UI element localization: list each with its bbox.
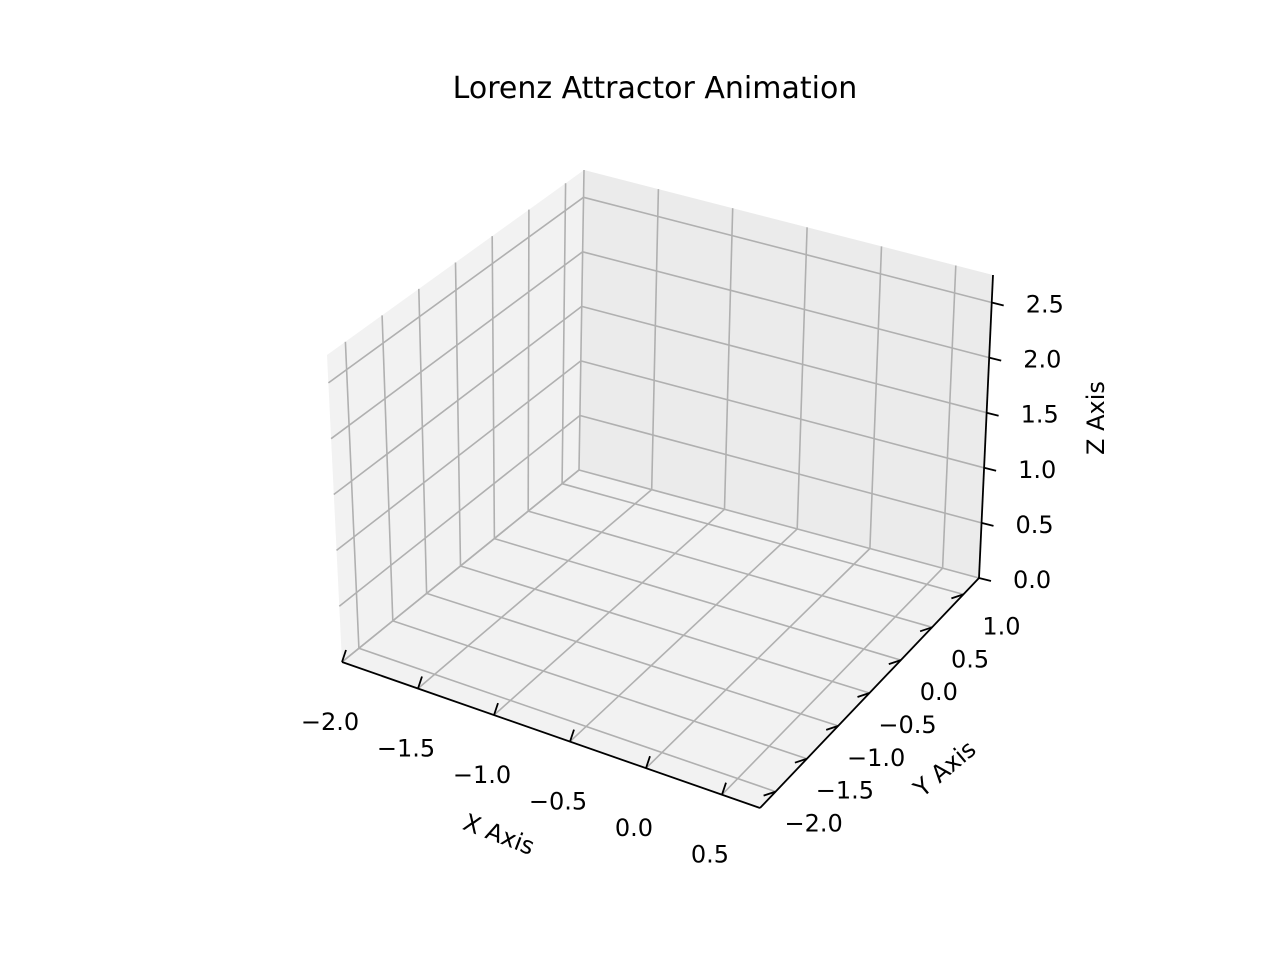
z-tick-mark <box>978 577 992 582</box>
z-grid-left <box>327 196 584 384</box>
y-tick-label: 1.0 <box>982 612 1020 640</box>
z-grid-back <box>579 414 982 524</box>
y-tick-mark <box>951 593 964 600</box>
x-tick-label: −1.5 <box>377 735 435 763</box>
y-grid-floor <box>460 565 870 694</box>
z-tick-mark <box>986 411 999 417</box>
x-tick-label: −1.0 <box>453 761 511 789</box>
tick-labels: −2.0 −1.5 −1.0 −0.5 0.0 0.5 −2.0 −1.5 −1.0 −0.5 0.… <box>301 291 1064 869</box>
z-tick-label: 0.5 <box>1016 511 1054 539</box>
z-grid-left <box>336 360 582 552</box>
z-tick-mark <box>988 356 1002 362</box>
x-tick-mark <box>341 649 347 663</box>
z-grid-left <box>330 251 584 440</box>
y-grid-floor <box>426 592 839 727</box>
z-axis-label: Z Axis <box>1082 381 1110 455</box>
z-axis-line <box>978 274 994 579</box>
y-tick-label: −1.0 <box>847 744 905 772</box>
x-tick-label: 0.5 <box>691 841 729 869</box>
y-grid-left <box>344 341 360 649</box>
x-grid-back <box>796 227 808 529</box>
y-tick-mark <box>825 725 839 731</box>
z-grid-left <box>338 414 581 607</box>
x-grid-back <box>578 169 585 471</box>
y-tick-label: −0.5 <box>878 711 936 739</box>
z-tick-mark <box>981 522 994 527</box>
z-tick-label: 1.0 <box>1018 456 1056 484</box>
y-grid-floor <box>392 620 808 760</box>
y-tick-mark <box>763 790 776 797</box>
z-grid-back <box>583 196 992 304</box>
y-tick-label: 0.0 <box>920 678 958 706</box>
x-tick-mark <box>417 676 423 689</box>
chart-title: Lorenz Attractor Animation <box>453 71 858 106</box>
y-tick-mark <box>919 626 933 633</box>
y-grid-floor <box>527 510 933 629</box>
x-axis-line <box>341 661 761 809</box>
back-pane <box>579 170 993 578</box>
z-grid-left <box>341 469 580 663</box>
y-axis-label: Y Axis <box>907 735 981 803</box>
x-tick-mark <box>645 755 651 769</box>
z-tick-label: 1.5 <box>1021 401 1059 429</box>
x-grid-back <box>650 189 660 490</box>
y-grid-floor <box>358 647 776 793</box>
y-tick-mark <box>857 692 870 698</box>
z-tick-mark <box>991 301 1004 307</box>
y-tick-label: 0.5 <box>951 645 989 673</box>
z-tick-label: 2.0 <box>1023 346 1061 374</box>
x-grid-back <box>941 265 957 569</box>
y-grid-left <box>527 209 530 512</box>
y-grid-left <box>491 236 496 539</box>
grid-lines <box>327 169 992 796</box>
y-tick-mark <box>794 757 808 764</box>
x-tick-label: 0.0 <box>615 814 653 842</box>
z-tick-label: 0.0 <box>1013 566 1051 594</box>
x-axis-label: X Axis <box>459 808 538 861</box>
z-grid-back <box>580 360 985 469</box>
axis-lines <box>341 274 1004 809</box>
y-grid-floor <box>561 482 964 596</box>
z-grid-left <box>333 305 583 496</box>
z-grid-back <box>578 469 980 579</box>
z-tick-mark <box>983 466 997 472</box>
x-tick-mark <box>493 702 499 716</box>
y-grid-left <box>381 315 394 621</box>
y-grid-floor <box>494 537 902 661</box>
x-tick-mark <box>569 729 575 742</box>
y-tick-label: −1.5 <box>816 777 874 805</box>
left-pane <box>327 170 584 662</box>
x-tick-label: −0.5 <box>529 788 587 816</box>
x-tick-mark <box>721 782 727 795</box>
y-grid-left <box>454 262 462 567</box>
y-grid-left <box>418 288 428 594</box>
x-grid-back <box>723 208 734 510</box>
z-tick-label: 2.5 <box>1026 291 1064 319</box>
z-grid-back <box>581 305 987 414</box>
y-grid-left <box>561 183 567 484</box>
x-tick-label: −2.0 <box>301 708 359 736</box>
z-grid-back <box>582 251 990 359</box>
y-tick-label: −2.0 <box>784 810 842 838</box>
x-grid-back <box>869 246 883 549</box>
y-tick-mark <box>888 659 902 665</box>
